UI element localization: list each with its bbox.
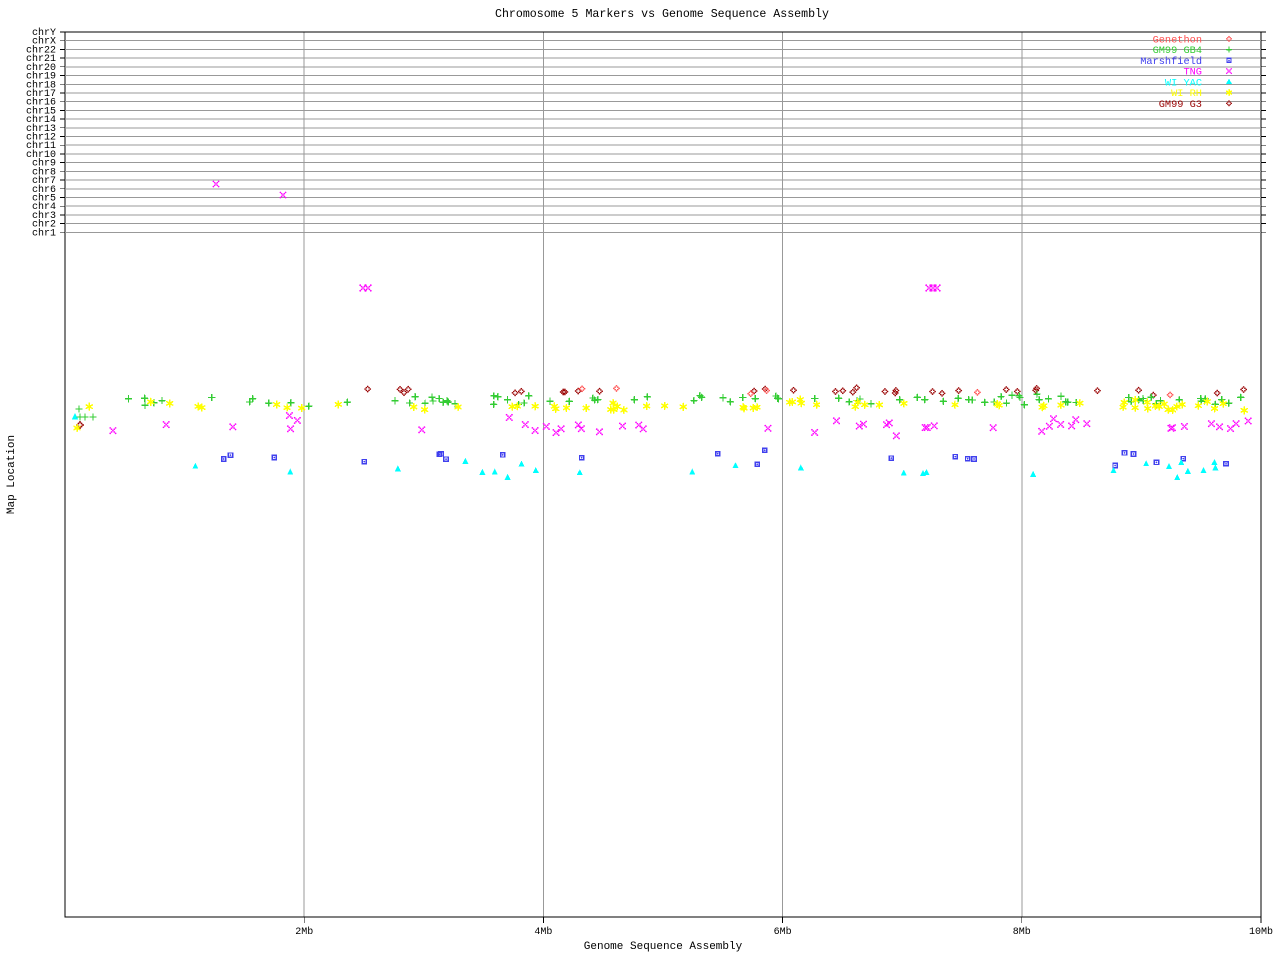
svg-text:Map Location: Map Location — [6, 435, 18, 514]
svg-text:chr1: chr1 — [32, 227, 56, 239]
svg-text:GM99 G3: GM99 G3 — [1159, 99, 1202, 111]
svg-text:6Mb: 6Mb — [774, 926, 792, 938]
svg-text:Genome Sequence Assembly: Genome Sequence Assembly — [584, 941, 743, 953]
svg-text:10Mb: 10Mb — [1249, 926, 1273, 938]
svg-text:2Mb: 2Mb — [295, 926, 313, 938]
svg-text:4Mb: 4Mb — [534, 926, 552, 938]
svg-text:8Mb: 8Mb — [1013, 926, 1031, 938]
